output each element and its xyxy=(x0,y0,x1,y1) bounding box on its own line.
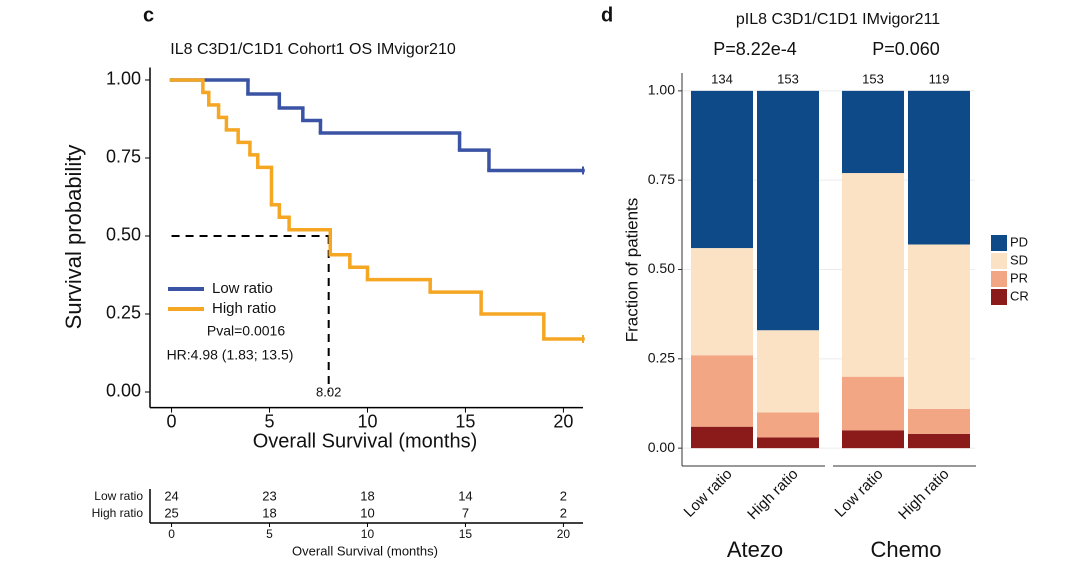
y-axis-title: Survival probability xyxy=(61,145,86,330)
bar-segment xyxy=(842,430,904,449)
x-tick-label: High ratio xyxy=(744,466,801,523)
x-tick-label: Low ratio xyxy=(832,466,887,521)
risk-count: 2 xyxy=(560,505,567,520)
legend-swatch xyxy=(991,235,1007,251)
p-value: P=0.060 xyxy=(872,39,940,59)
y-tick-label: 0.00 xyxy=(106,381,141,401)
bar-segment xyxy=(757,412,819,438)
risk-count: 18 xyxy=(262,505,276,520)
bar-segment xyxy=(842,173,904,377)
n-label: 119 xyxy=(929,71,950,86)
y-tick-label: 1.00 xyxy=(106,69,141,89)
y-tick-label: 0.00 xyxy=(648,439,675,455)
x-tick-label: High ratio xyxy=(895,466,952,523)
risk-count: 25 xyxy=(164,505,178,520)
legend-label: PR xyxy=(1010,270,1028,285)
y-tick-label: 0.25 xyxy=(106,303,141,323)
risk-x-title: Overall Survival (months) xyxy=(292,543,438,558)
y-tick-label: 0.50 xyxy=(648,260,675,276)
risk-tick-label: 5 xyxy=(266,527,273,541)
legend-label: PD xyxy=(1010,234,1028,249)
y-tick-label: 0.75 xyxy=(648,171,675,187)
n-label: 153 xyxy=(777,71,799,86)
risk-tick-label: 10 xyxy=(361,527,375,541)
bar-segment xyxy=(691,248,753,356)
median-label: 8.02 xyxy=(316,384,341,399)
bar-segment xyxy=(842,376,904,431)
n-label: 153 xyxy=(862,71,884,86)
risk-count: 10 xyxy=(360,505,374,520)
x-tick-label: 20 xyxy=(553,411,573,431)
legend-swatch xyxy=(991,253,1007,269)
annotation: Pval=0.0016 xyxy=(207,323,285,339)
chart-title: pIL8 C3D1/C1D1 IMvigor211 xyxy=(736,11,940,28)
bar-segment xyxy=(757,330,819,413)
bar-segment xyxy=(908,90,970,245)
bar-segment xyxy=(691,90,753,249)
legend-label: CR xyxy=(1010,288,1029,303)
panel-label: c xyxy=(143,4,154,26)
bar-segment xyxy=(908,244,970,409)
risk-count: 23 xyxy=(262,488,276,503)
y-tick-label: 0.50 xyxy=(106,225,141,245)
risk-row-label: High ratio xyxy=(92,506,144,520)
n-label: 134 xyxy=(711,71,733,86)
legend-swatch xyxy=(991,271,1007,287)
legend-label: Low ratio xyxy=(212,280,273,297)
bar-segment xyxy=(908,408,970,434)
x-tick-label: 0 xyxy=(167,411,177,431)
y-tick-label: 0.25 xyxy=(648,350,675,366)
risk-tick-label: 0 xyxy=(168,527,175,541)
risk-count: 24 xyxy=(164,488,178,503)
x-tick-label: 5 xyxy=(265,411,275,431)
bar-segment xyxy=(908,433,970,449)
y-tick-label: 0.75 xyxy=(106,147,141,167)
y-axis-title: Fraction of patients xyxy=(622,198,641,343)
risk-count: 18 xyxy=(360,488,374,503)
legend-label: SD xyxy=(1010,252,1028,267)
x-tick-label: Low ratio xyxy=(681,466,736,521)
bar-segment xyxy=(757,90,819,331)
x-tick-label: 15 xyxy=(455,411,475,431)
panel-label: d xyxy=(601,4,613,26)
risk-tick-label: 20 xyxy=(557,527,571,541)
x-axis-title: Overall Survival (months) xyxy=(253,430,478,452)
risk-count: 2 xyxy=(560,488,567,503)
bar-segment xyxy=(842,90,904,174)
legend-label: High ratio xyxy=(212,300,276,317)
risk-tick-label: 15 xyxy=(459,527,473,541)
legend-swatch xyxy=(991,289,1007,305)
x-tick-label: 10 xyxy=(357,411,377,431)
y-tick-label: 1.00 xyxy=(648,82,675,98)
chart-title: IL8 C3D1/C1D1 Cohort1 OS IMvigor210 xyxy=(170,41,456,58)
group-label: Chemo xyxy=(871,537,942,562)
annotation: HR:4.98 (1.83; 13.5) xyxy=(167,347,294,363)
bar-segment xyxy=(691,426,753,449)
bar-segment xyxy=(691,355,753,427)
bar-segment xyxy=(757,437,819,449)
risk-count: 14 xyxy=(458,488,472,503)
group-label: Atezo xyxy=(727,537,783,562)
risk-count: 7 xyxy=(462,505,469,520)
p-value: P=8.22e-4 xyxy=(713,39,797,59)
risk-row-label: Low ratio xyxy=(94,489,143,503)
